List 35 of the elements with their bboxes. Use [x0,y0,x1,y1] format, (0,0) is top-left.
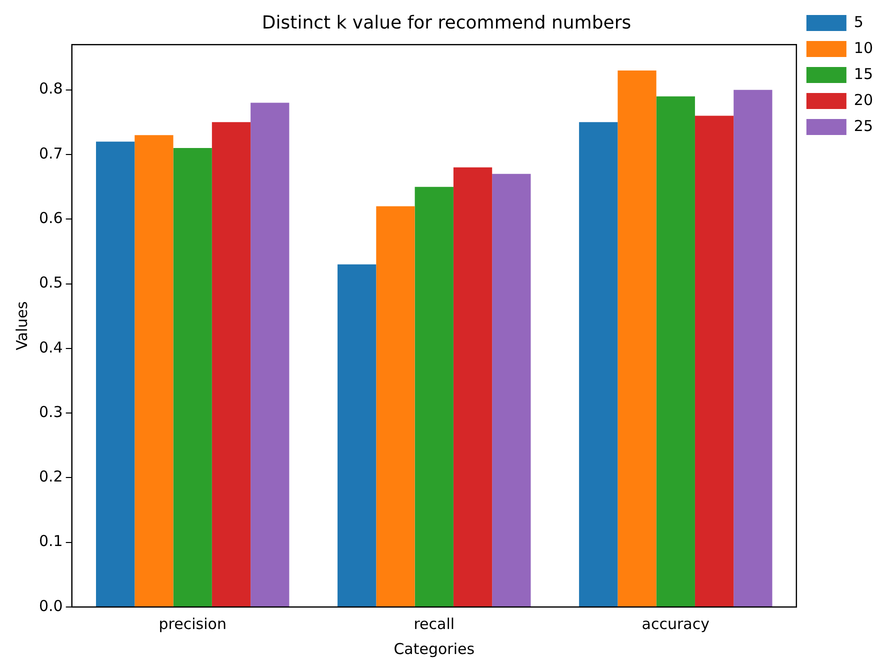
y-tick-label: 0.1 [38,532,63,550]
y-tick-label: 0.3 [38,402,63,421]
y-tick-label: 0.2 [38,468,63,486]
legend-label: 15 [854,64,874,83]
y-tick-label: 0.0 [38,596,63,615]
bar [96,142,135,606]
bar [376,206,415,606]
chart-title: Distinct k value for recommend numbers [262,12,632,34]
legend-label: 25 [854,116,874,135]
x-tick-label: recall [414,614,455,633]
bar [414,186,454,606]
bar [579,122,618,606]
bar [492,174,531,606]
bar [734,90,772,606]
bar [212,122,251,606]
x-axis-title: Categories [394,640,475,658]
x-tick-label: precision [158,614,226,633]
y-tick-label: 0.8 [38,80,63,98]
legend-label: 20 [854,90,874,109]
y-tick-label: 0.6 [38,209,63,228]
bar [173,148,212,606]
y-tick-label: 0.7 [38,144,63,162]
bar [134,135,174,606]
bar [453,167,492,606]
bar [618,70,656,606]
bar [250,102,290,606]
x-tick-label: accuracy [642,614,710,633]
y-axis-title: Values [12,301,31,350]
bar [338,264,376,606]
bar [656,96,695,606]
legend-label: 5 [854,12,864,31]
y-tick-label: 0.5 [38,274,63,292]
y-tick-label: 0.4 [38,338,63,356]
bar [694,116,734,606]
legend-label: 10 [854,38,874,57]
